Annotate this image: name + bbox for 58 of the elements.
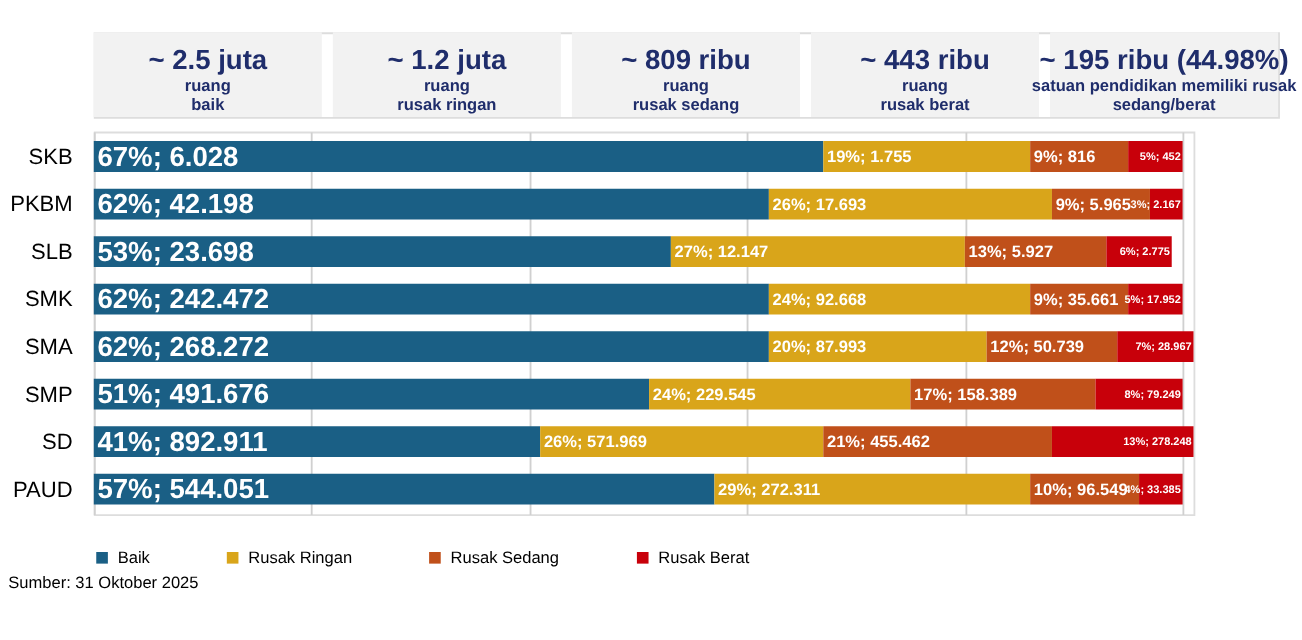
data-label: 13%; 5.927 (968, 243, 1054, 262)
data-label: 9%; 5.965 (1055, 195, 1132, 214)
bar (93, 378, 650, 410)
y-tick-label: SMP (24, 383, 73, 408)
data-label: 53%; 23.698 (97, 236, 255, 267)
data-label: 41%; 892.911 (97, 426, 269, 457)
y-tick-label: SMA (24, 335, 74, 360)
legend-label: Rusak Ringan (248, 549, 353, 568)
data-label: 19%; 1.755 (826, 148, 913, 167)
text: ~ 1.2 juta ruang rusak ringan (387, 45, 507, 114)
data-label: 62%; 242.472 (97, 284, 270, 315)
bar (768, 188, 1052, 220)
data-label: 24%; 92.668 (772, 290, 868, 309)
y-tick-label: SMK (24, 288, 74, 313)
legend-label: Rusak Berat (658, 549, 751, 568)
bar (768, 331, 987, 363)
bar (1051, 426, 1194, 458)
bar (670, 236, 965, 268)
data-label: 17%; 158.389 (914, 385, 1018, 404)
y-tick-label: SKB (28, 145, 73, 170)
data-label: 57%; 544.051 (97, 474, 270, 505)
bar (93, 188, 769, 220)
bar (714, 473, 1031, 505)
bar (768, 283, 1031, 315)
legend-label: Baik (117, 549, 152, 568)
bar (823, 426, 1052, 458)
text: ~ 443 ribu ruang rusak berat (860, 45, 990, 114)
data-label: 26%; 17.693 (772, 195, 868, 214)
legend-label: Rusak Sedang (450, 549, 560, 568)
data-label: 26%; 571.969 (543, 433, 648, 452)
text: ~ 2.5 juta ruang baik (148, 45, 268, 114)
y-tick-label: SD (42, 431, 73, 456)
y-tick-label: PKBM (10, 193, 73, 218)
bar (540, 426, 824, 458)
data-label: 29%; 272.311 (718, 480, 821, 499)
text: ~ 809 ribu ruang rusak sedang (621, 45, 751, 114)
bar (649, 378, 911, 410)
bar (93, 331, 769, 363)
data-label: 51%; 491.676 (97, 379, 270, 410)
data-label: 9%; 35.661 (1033, 290, 1120, 309)
y-tick-label: PAUD (13, 478, 73, 503)
bar (93, 236, 671, 268)
data-label: 20%; 87.993 (772, 338, 868, 357)
data-label: 24%; 229.545 (652, 385, 757, 404)
text: Sumber: 31 Oktober 2025 (8, 573, 200, 592)
bar (93, 141, 824, 173)
data-label: 27%; 12.147 (674, 243, 770, 262)
text: ~ 195 ribu (44.98%) satuan pendidikan memiliki rusak sedang/berat (1031, 45, 1298, 114)
bar (93, 283, 769, 315)
data-label: 62%; 42.198 (97, 189, 255, 220)
bar (93, 473, 715, 505)
data-label: 12%; 50.739 (990, 338, 1085, 357)
data-label: 67%; 6.028 (97, 141, 240, 172)
data-label: 9%; 816 (1033, 148, 1097, 167)
data-label: 62%; 268.272 (97, 331, 270, 362)
data-label: 21%; 455.462 (826, 433, 931, 452)
bar (823, 141, 1031, 173)
y-tick-label: SLB (30, 240, 73, 265)
